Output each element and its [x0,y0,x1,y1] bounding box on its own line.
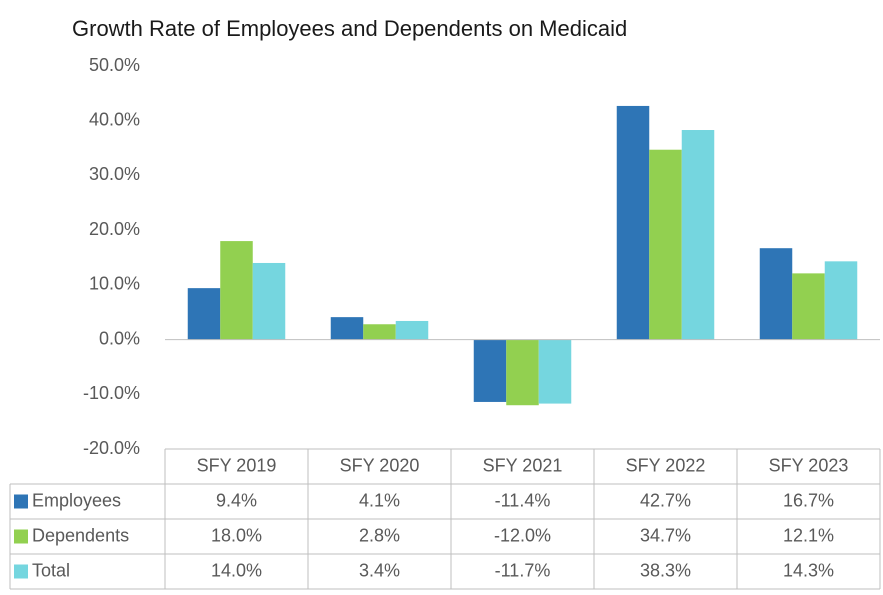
bar [792,273,825,340]
x-tick-label: SFY 2022 [626,455,706,475]
bar [220,241,253,340]
bar [538,339,572,404]
x-tick-label: SFY 2021 [483,455,563,475]
legend-label: Dependents [32,525,129,545]
y-tick-label: 0.0% [99,328,140,348]
x-tick-label: SFY 2023 [769,455,849,475]
table-value: 4.1% [359,490,400,510]
table-value: 34.7% [640,525,691,545]
table-value: 9.4% [216,490,257,510]
table-value: -11.7% [495,560,551,580]
bar [681,130,715,340]
bar [824,261,858,340]
legend-label: Employees [32,490,121,510]
bar [330,317,364,340]
table-value: 12.1% [783,525,834,545]
table-value: 16.7% [783,490,834,510]
y-tick-label: -10.0% [83,383,140,403]
bar [616,105,650,340]
x-tick-label: SFY 2019 [197,455,277,475]
table-value: 14.0% [211,560,262,580]
table-value: 42.7% [640,490,691,510]
y-tick-label: -20.0% [83,438,140,458]
y-tick-label: 50.0% [89,55,140,75]
table-value: 14.3% [783,560,834,580]
legend-swatch [14,494,28,509]
table-value: 18.0% [211,525,262,545]
bar [187,288,221,340]
bar [252,262,286,340]
y-tick-label: 30.0% [89,164,140,184]
table-value: 2.8% [359,525,400,545]
bar [649,149,682,340]
bar [759,248,793,340]
legend-swatch [14,564,28,579]
table-value: -12.0% [494,525,551,545]
table-value: 38.3% [640,560,691,580]
table-value: -11.4% [495,490,551,510]
y-tick-label: 40.0% [89,109,140,129]
bar [506,339,539,406]
y-tick-label: 10.0% [89,274,140,294]
bar [395,320,429,340]
bar [473,339,507,402]
bar [363,324,396,340]
chart-title: Growth Rate of Employees and Dependents … [72,16,627,41]
table-value: 3.4% [359,560,400,580]
y-tick-label: 20.0% [89,219,140,239]
legend-swatch [14,529,28,544]
legend-label: Total [32,560,70,580]
x-tick-label: SFY 2020 [340,455,420,475]
